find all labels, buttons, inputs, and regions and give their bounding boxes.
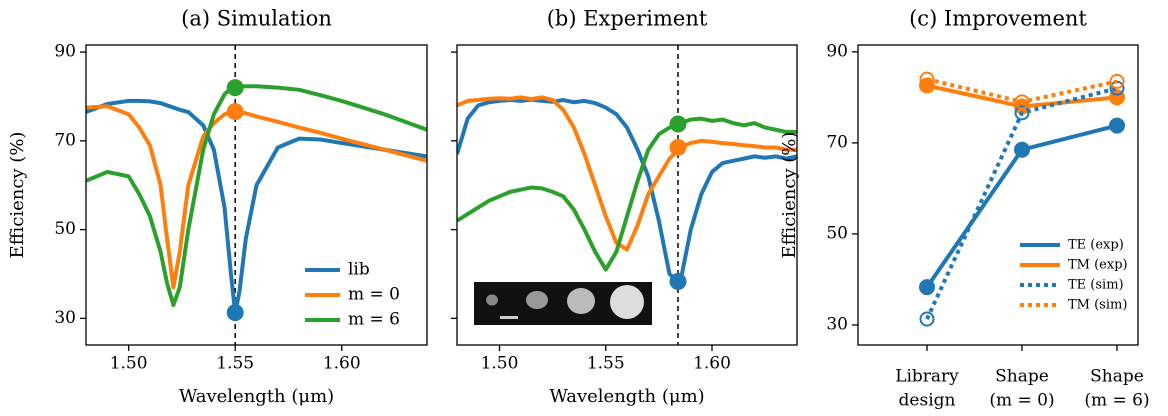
highlight-marker [226, 304, 244, 322]
series-line [86, 98, 427, 315]
point-marker [919, 279, 935, 296]
x-tick-label: (m = 6) [1084, 391, 1149, 411]
inset-image [474, 282, 652, 325]
highlight-marker [669, 139, 687, 157]
x-tick-label: Library [895, 367, 959, 387]
axes-frame [857, 44, 1139, 346]
y-tick-label: 30 [826, 314, 848, 334]
inset-scale-bar [500, 316, 518, 319]
series-line [926, 77, 1118, 104]
point-marker [1109, 117, 1125, 134]
x-tick-label: (m = 0) [989, 391, 1054, 411]
inset-particle [610, 285, 644, 319]
point-marker [919, 311, 935, 327]
highlight-marker [669, 115, 687, 133]
series-line [457, 95, 797, 252]
highlight-marker [669, 273, 687, 291]
x-tick-label: Shape [1090, 367, 1144, 387]
y-axis-label: Efficiency (%) [779, 132, 800, 259]
point-marker [919, 71, 935, 87]
y-tick-label: 30 [54, 308, 76, 328]
y-tick-label: 50 [826, 223, 848, 243]
inset-particle [567, 288, 595, 314]
legend-label: TM (exp) [1068, 258, 1128, 273]
legend-label: TE (sim) [1068, 278, 1124, 293]
panel-title: (c) Improvement [909, 7, 1087, 31]
axes-frame [85, 44, 428, 346]
x-tick-label: 1.60 [693, 354, 731, 374]
series-line [457, 97, 797, 285]
point-marker [1109, 73, 1125, 89]
inset-particle [526, 291, 548, 309]
point-marker [1014, 105, 1030, 121]
y-tick-label: 70 [54, 130, 76, 150]
x-tick-label: 1.50 [481, 354, 519, 374]
y-axis-label: Efficiency (%) [7, 132, 28, 259]
x-axis-label: Wavelength (μm) [179, 386, 334, 407]
legend-label: TE (exp) [1068, 238, 1124, 253]
x-tick-label: 1.55 [587, 354, 625, 374]
series-line [86, 84, 427, 308]
y-tick-label: 90 [54, 42, 76, 62]
x-tick-label: 1.55 [216, 354, 254, 374]
legend-label: TM (sim) [1068, 298, 1127, 313]
series-line [925, 86, 1118, 320]
x-tick-label: Shape [995, 367, 1049, 387]
highlight-marker [226, 79, 244, 97]
series-line [86, 104, 427, 290]
highlight-marker [226, 103, 244, 121]
x-tick-label: design [899, 391, 956, 411]
y-tick-label: 50 [54, 219, 76, 239]
y-tick-label: 90 [826, 41, 848, 61]
point-marker [1014, 94, 1030, 110]
legend-label: m = 6 [348, 310, 400, 330]
x-axis-label: Wavelength (μm) [549, 386, 704, 407]
series-line [457, 116, 797, 272]
axes-frame [456, 44, 798, 346]
x-tick-label: 1.50 [110, 354, 148, 374]
inset-particle [486, 294, 498, 306]
x-tick-label: 1.60 [323, 354, 361, 374]
legend-label: lib [348, 260, 370, 280]
panel-title: (a) Simulation [181, 7, 332, 31]
y-tick-label: 70 [826, 132, 848, 152]
point-marker [1014, 141, 1030, 158]
panel-title: (b) Experiment [547, 7, 708, 31]
legend-label: m = 0 [348, 285, 400, 305]
